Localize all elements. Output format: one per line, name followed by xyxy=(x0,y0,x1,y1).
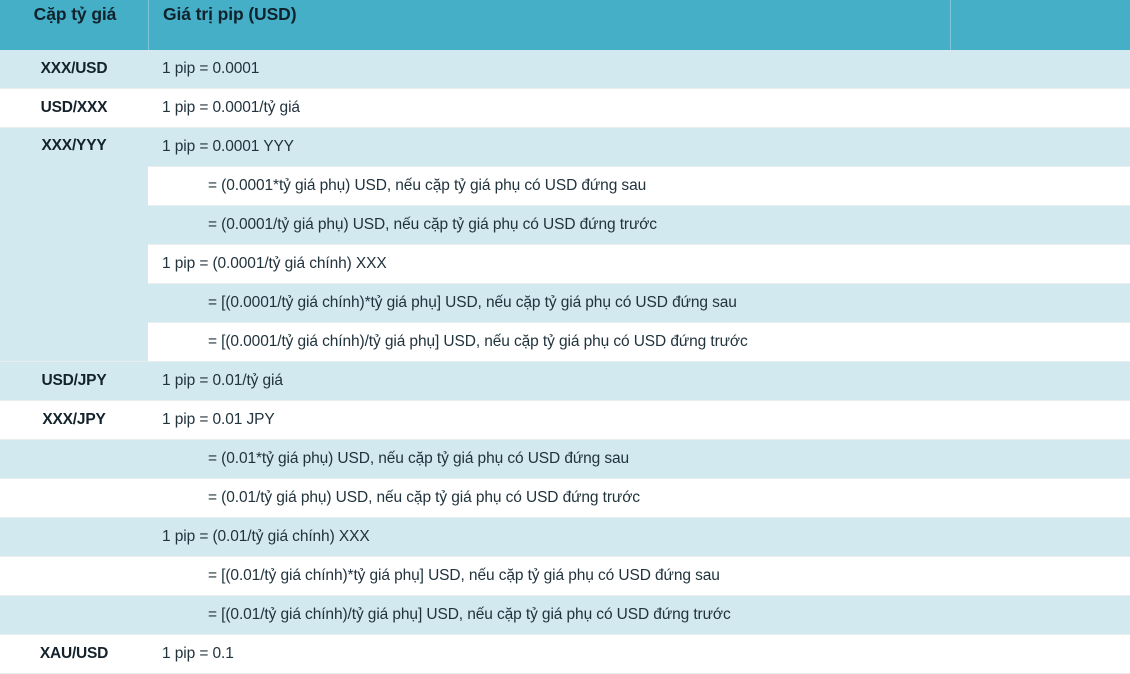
cell-pip-value: = (0.0001/tỷ giá phụ) USD, nếu cặp tỷ gi… xyxy=(148,206,950,245)
cell-pair: USD/XXX xyxy=(0,89,148,127)
cell-extra xyxy=(950,362,1130,400)
table-row: = (0.0001/tỷ giá phụ) USD, nếu cặp tỷ gi… xyxy=(148,206,1130,245)
cell-extra xyxy=(950,206,1130,245)
table-row: USD/XXX 1 pip = 0.0001/tỷ giá xyxy=(0,89,1130,128)
cell-pip-value: = [(0.01/tỷ giá chính)/tỷ giá phụ] USD, … xyxy=(148,596,950,634)
table-row: XXX/JPY 1 pip = 0.01 JPY xyxy=(0,401,1130,440)
column-header-pip-value: Giá trị pip (USD) xyxy=(148,0,950,50)
table-header-row: Cặp tỷ giá Giá trị pip (USD) xyxy=(0,0,1130,50)
cell-pip-value: 1 pip = 0.0001 YYY xyxy=(148,128,950,167)
cell-extra xyxy=(950,89,1130,127)
column-header-extra xyxy=(950,0,1130,50)
cell-pair: USD/JPY xyxy=(0,362,148,400)
cell-extra xyxy=(950,518,1130,556)
cell-extra xyxy=(950,479,1130,517)
table-row: XAU/USD 1 pip = 0.1 xyxy=(0,635,1130,674)
cell-extra xyxy=(950,167,1130,206)
table-row: = [(0.0001/tỷ giá chính)/tỷ giá phụ] USD… xyxy=(148,323,1130,362)
cell-pair xyxy=(0,557,148,595)
cell-extra xyxy=(950,284,1130,323)
cell-pip-value: 1 pip = 0.0001 xyxy=(148,50,950,88)
table-row-group-xxx-yyy: XXX/YYY 1 pip = 0.0001 YYY = (0.0001*tỷ gi… xyxy=(0,128,1130,362)
cell-extra xyxy=(950,245,1130,284)
cell-pip-value: 1 pip = 0.1 xyxy=(148,635,950,673)
table-row: 1 pip = (0.0001/tỷ giá chính) XXX xyxy=(148,245,1130,284)
cell-pip-value: = (0.01*tỷ giá phụ) USD, nếu cặp tỷ giá … xyxy=(148,440,950,478)
cell-extra xyxy=(950,128,1130,167)
cell-extra xyxy=(950,440,1130,478)
cell-pair: XAU/USD xyxy=(0,635,148,673)
table-row: = (0.01/tỷ giá phụ) USD, nếu cặp tỷ giá … xyxy=(0,479,1130,518)
table-row: = [(0.0001/tỷ giá chính)*tỷ giá phụ] USD… xyxy=(148,284,1130,323)
cell-extra xyxy=(950,635,1130,673)
table-body: XXX/USD 1 pip = 0.0001 USD/XXX 1 pip = 0.00… xyxy=(0,50,1130,674)
cell-pip-value: = [(0.01/tỷ giá chính)*tỷ giá phụ] USD, … xyxy=(148,557,950,595)
cell-pip-value: 1 pip = (0.01/tỷ giá chính) XXX xyxy=(148,518,950,556)
cell-pip-value: 1 pip = 0.01 JPY xyxy=(148,401,950,439)
table-row: XXX/USD 1 pip = 0.0001 xyxy=(0,50,1130,89)
cell-pair xyxy=(0,479,148,517)
cell-pip-value: = [(0.0001/tỷ giá chính)/tỷ giá phụ] USD… xyxy=(148,323,950,362)
cell-extra xyxy=(950,50,1130,88)
cell-pair xyxy=(0,518,148,556)
cell-pip-value: = (0.01/tỷ giá phụ) USD, nếu cặp tỷ giá … xyxy=(148,479,950,517)
cell-pair: XXX/USD xyxy=(0,50,148,88)
table-row: = [(0.01/tỷ giá chính)/tỷ giá phụ] USD, … xyxy=(0,596,1130,635)
table-row: = (0.01*tỷ giá phụ) USD, nếu cặp tỷ giá … xyxy=(0,440,1130,479)
group-rows: 1 pip = 0.0001 YYY = (0.0001*tỷ giá phụ) … xyxy=(148,128,1130,362)
cell-pair xyxy=(0,596,148,634)
table-row: USD/JPY 1 pip = 0.01/tỷ giá xyxy=(0,362,1130,401)
cell-pip-value: = [(0.0001/tỷ giá chính)*tỷ giá phụ] USD… xyxy=(148,284,950,323)
column-header-pair: Cặp tỷ giá xyxy=(33,4,117,24)
cell-extra xyxy=(950,557,1130,595)
cell-extra xyxy=(950,401,1130,439)
cell-pip-value: 1 pip = 0.0001/tỷ giá xyxy=(148,89,950,127)
cell-pair: XXX/JPY xyxy=(0,401,148,439)
cell-extra xyxy=(950,323,1130,362)
table-row: = (0.0001*tỷ giá phụ) USD, nếu cặp tỷ gi… xyxy=(148,167,1130,206)
table-row: = [(0.01/tỷ giá chính)*tỷ giá phụ] USD, … xyxy=(0,557,1130,596)
cell-pair xyxy=(0,440,148,478)
cell-extra xyxy=(950,596,1130,634)
cell-pair-merged: XXX/YYY xyxy=(0,128,148,362)
cell-pip-value: 1 pip = 0.01/tỷ giá xyxy=(148,362,950,400)
cell-pip-value: = (0.0001*tỷ giá phụ) USD, nếu cặp tỷ gi… xyxy=(148,167,950,206)
table-row: 1 pip = 0.0001 YYY xyxy=(148,128,1130,167)
cell-pip-value: 1 pip = (0.0001/tỷ giá chính) XXX xyxy=(148,245,950,284)
table-row: 1 pip = (0.01/tỷ giá chính) XXX xyxy=(0,518,1130,557)
